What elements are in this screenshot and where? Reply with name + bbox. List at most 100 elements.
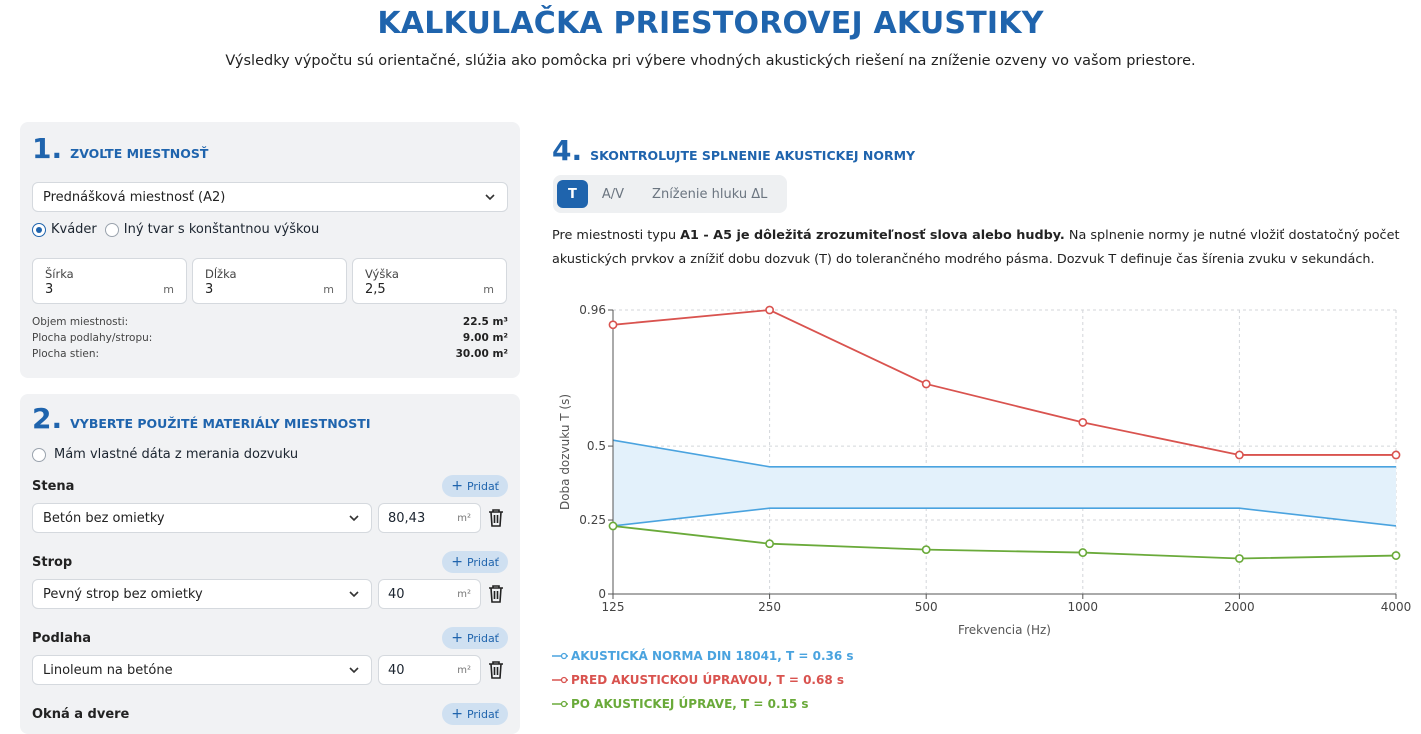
desc-bold-text: A1 - A5 je dôležitá zrozumiteľnosť slova… — [680, 228, 1065, 243]
x-tick-label: 2000 — [1224, 600, 1255, 614]
chevron-down-icon — [347, 511, 361, 525]
shape-radio-other[interactable] — [104, 222, 119, 237]
materials-card: 2. VYBERTE POUŽITÉ MATERIÁLY MIESTNOSTI … — [20, 394, 520, 734]
floor-label: Podlaha — [32, 631, 92, 646]
y-tick-label: 0 — [598, 587, 606, 601]
shape-label-cuboid: Kváder — [51, 222, 97, 237]
trash-icon[interactable] — [487, 584, 505, 604]
wall-material-select[interactable]: Betón bez omietky — [32, 503, 372, 533]
x-tick-label: 1000 — [1068, 600, 1099, 614]
tab-av[interactable]: A/V — [601, 186, 625, 202]
add-ceiling-button[interactable]: + Pridať — [442, 551, 508, 573]
width-value: 3 — [45, 282, 54, 297]
y-axis-label: Doba dozvuku T (s) — [558, 394, 572, 510]
length-value: 3 — [205, 282, 214, 297]
width-field[interactable]: Šírka 3 m — [32, 258, 187, 304]
stat-label: Plocha stien: — [32, 348, 100, 360]
data-point — [1391, 551, 1401, 560]
floor-area-unit: m² — [457, 664, 471, 676]
ceiling-material-select[interactable]: Pevný strop bez omietky — [32, 579, 372, 609]
section-number: 4. — [552, 134, 583, 167]
floor-area-input[interactable]: 40 m² — [378, 655, 481, 685]
floor-material-select[interactable]: Linoleum na betóne — [32, 655, 372, 685]
trash-icon[interactable] — [487, 508, 505, 528]
wall-area-input[interactable]: 80,43 m² — [378, 503, 481, 533]
y-tick-label: 0.5 — [587, 439, 606, 453]
ceiling-area-unit: m² — [457, 588, 471, 600]
tab-t[interactable]: T — [557, 180, 588, 208]
windows-doors-label: Okná a dvere — [32, 707, 130, 722]
reverberation-chart: 0 0.25 0.5 0.96 125 250 500 1000 2000 4000 Frekven… — [558, 303, 1412, 637]
own-data-label: Mám vlastné dáta z merania dozvuku — [54, 447, 299, 462]
data-point — [1078, 418, 1088, 427]
result-tabs: T A/V Zníženie hluku ΔL — [553, 175, 787, 213]
desc-text: Pre miestnosti typu — [552, 228, 677, 243]
tab-noise-reduction[interactable]: Zníženie hluku ΔL — [652, 186, 768, 202]
shape-radio-cuboid[interactable] — [32, 222, 46, 237]
data-point — [921, 379, 931, 389]
section-title: SKONTROLUJTE SPLNENIE AKUSTICKEJ NORMY — [590, 148, 916, 163]
data-point — [608, 320, 618, 330]
length-unit: m — [323, 283, 334, 296]
page-title: KALKULAČKA PRIESTOROVEJ AKUSTIKY — [377, 6, 1044, 41]
page-subtitle: Výsledky výpočtu sú orientačné, slúžia a… — [225, 53, 1196, 69]
stat-label: Plocha podlahy/stropu: — [32, 332, 153, 344]
trash-icon[interactable] — [487, 660, 505, 680]
ceiling-area-input[interactable]: 40 m² — [378, 579, 481, 609]
ceiling-label: Strop — [32, 555, 73, 570]
shape-radio-group: Kváder Iný tvar s konštantnou výškou — [32, 222, 319, 237]
section-number: 2. — [32, 402, 63, 435]
height-field[interactable]: Výška 2,5 m — [352, 258, 507, 304]
height-value: 2,5 — [365, 282, 386, 297]
room-card: 1. ZVOĽTE MIESTNOSŤ Prednášková miestnos… — [20, 122, 520, 378]
wall-material-value: Betón bez omietky — [43, 510, 165, 526]
room-type-select[interactable]: Prednášková miestnosť (A2) — [32, 182, 508, 212]
section-number: 1. — [32, 132, 63, 165]
x-tick-label: 500 — [915, 600, 938, 614]
ceiling-material-value: Pevný strop bez omietky — [43, 586, 203, 602]
floor-material-value: Linoleum na betóne — [43, 662, 173, 678]
x-axis-label: Frekvencia (Hz) — [958, 623, 1051, 637]
desc-text: Na splnenie normy je nutné vložiť dostat… — [552, 228, 1400, 267]
chevron-down-icon — [483, 190, 497, 204]
series-line-1 — [612, 525, 1397, 560]
data-point — [1078, 548, 1088, 557]
add-windows-doors-button[interactable]: + Pridať — [442, 703, 508, 725]
data-point — [1235, 554, 1244, 563]
data-point — [921, 545, 931, 555]
tolerance-upper-line — [612, 439, 1396, 468]
legend-before[interactable]: PRED AKUSTICKOU ÚPRAVOU, T = 0.68 s — [552, 673, 844, 687]
length-field[interactable]: Dĺžka 3 m — [192, 258, 347, 304]
stat-wall-area: Plocha stien: 30.00 m² — [32, 348, 508, 360]
legend-line-icon — [552, 676, 568, 684]
chevron-down-icon — [347, 587, 361, 601]
data-point — [765, 305, 774, 315]
materials-section-header: 2. VYBERTE POUŽITÉ MATERIÁLY MIESTNOSTI — [32, 402, 370, 435]
wall-area-value: 80,43 — [388, 510, 426, 526]
data-point — [1235, 450, 1244, 460]
norm-description: Pre miestnosti typu A1 - A5 je dôležitá … — [552, 224, 1412, 272]
check-section-header: 4. SKONTROLUJTE SPLNENIE AKUSTICKEJ NORM… — [552, 134, 915, 167]
section-title: VYBERTE POUŽITÉ MATERIÁLY MIESTNOSTI — [70, 416, 371, 431]
add-wall-button[interactable]: + Pridať — [442, 475, 508, 497]
length-label: Dĺžka — [205, 267, 237, 281]
stat-floor-area: Plocha podlahy/stropu: 9.00 m² — [32, 332, 508, 344]
legend-after[interactable]: PO AKUSTICKEJ ÚPRAVE, T = 0.15 s — [552, 697, 809, 711]
own-data-row: Mám vlastné dáta z merania dozvuku — [32, 447, 298, 462]
y-tick-label: 0.25 — [579, 513, 606, 527]
wall-area-unit: m² — [457, 512, 471, 524]
x-tick-label: 4000 — [1381, 600, 1412, 614]
add-floor-button[interactable]: + Pridať — [442, 627, 508, 649]
tolerance-band — [613, 440, 1396, 526]
chevron-down-icon — [347, 663, 361, 677]
stat-label: Objem miestnosti: — [32, 316, 129, 328]
stat-value: 9.00 m² — [462, 332, 508, 344]
legend-norm[interactable]: AKUSTICKÁ NORMA DIN 18041, T = 0.36 s — [552, 649, 854, 663]
y-tick-label: 0.96 — [579, 303, 606, 317]
floor-area-value: 40 — [388, 662, 405, 678]
own-data-checkbox[interactable] — [32, 447, 46, 462]
wall-label: Stena — [32, 479, 75, 494]
ceiling-area-value: 40 — [388, 586, 405, 602]
legend-before-label: PRED AKUSTICKOU ÚPRAVOU, T = 0.68 s — [571, 673, 845, 687]
room-type-value: Prednášková miestnosť (A2) — [43, 189, 226, 205]
